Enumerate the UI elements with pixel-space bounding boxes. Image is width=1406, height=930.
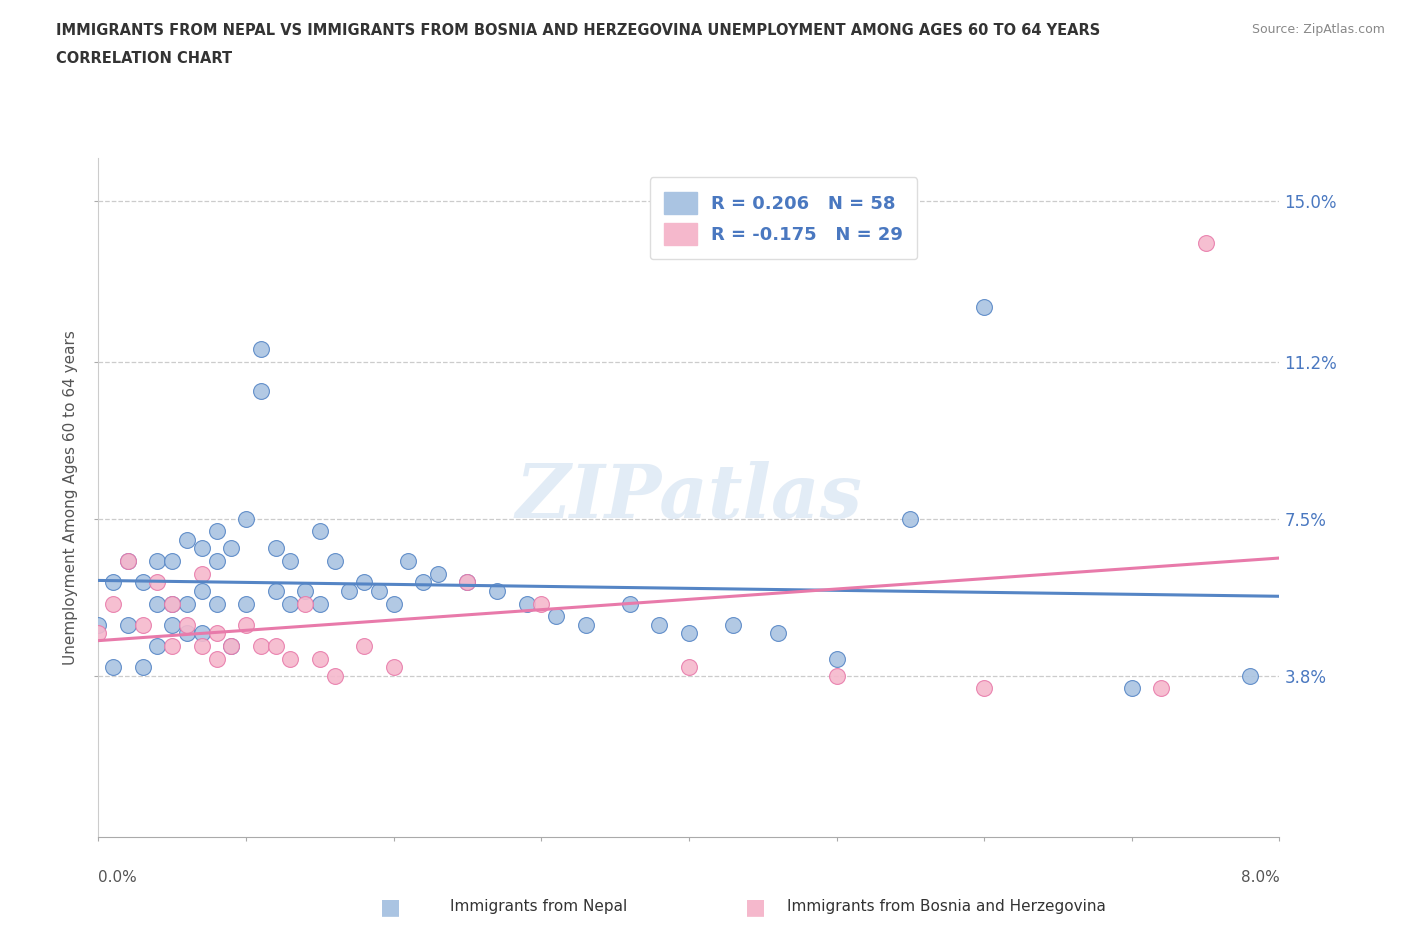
- Point: [191, 566, 214, 581]
- Point: [117, 618, 139, 632]
- Point: [162, 596, 183, 611]
- Point: [205, 596, 228, 611]
- Point: [574, 618, 596, 632]
- Point: [191, 626, 214, 641]
- Point: [191, 541, 214, 556]
- Point: [205, 553, 228, 568]
- Point: [323, 669, 346, 684]
- Point: [530, 596, 553, 611]
- Point: [191, 583, 214, 598]
- Point: [278, 651, 302, 666]
- Point: [103, 660, 125, 675]
- Text: Source: ZipAtlas.com: Source: ZipAtlas.com: [1251, 23, 1385, 36]
- Point: [337, 583, 360, 598]
- Point: [117, 553, 139, 568]
- Point: [353, 575, 375, 590]
- Point: [132, 660, 155, 675]
- Point: [87, 626, 110, 641]
- Point: [382, 660, 405, 675]
- Point: [308, 596, 332, 611]
- Text: Immigrants from Bosnia and Herzegovina: Immigrants from Bosnia and Herzegovina: [787, 899, 1107, 914]
- Point: [205, 626, 228, 641]
- Point: [103, 596, 125, 611]
- Point: [353, 639, 375, 654]
- Point: [426, 566, 449, 581]
- Point: [678, 660, 700, 675]
- Point: [825, 669, 848, 684]
- Point: [973, 299, 995, 314]
- Legend: R = 0.206   N = 58, R = -0.175   N = 29: R = 0.206 N = 58, R = -0.175 N = 29: [650, 178, 917, 259]
- Point: [648, 618, 671, 632]
- Point: [250, 639, 273, 654]
- Point: [87, 618, 110, 632]
- Point: [250, 341, 273, 356]
- Point: [146, 639, 169, 654]
- Point: [721, 618, 744, 632]
- Point: [132, 575, 155, 590]
- Text: IMMIGRANTS FROM NEPAL VS IMMIGRANTS FROM BOSNIA AND HERZEGOVINA UNEMPLOYMENT AMO: IMMIGRANTS FROM NEPAL VS IMMIGRANTS FROM…: [56, 23, 1101, 38]
- Point: [1194, 235, 1216, 250]
- Point: [146, 553, 169, 568]
- Point: [766, 626, 789, 641]
- Point: [162, 618, 183, 632]
- Text: ■: ■: [745, 897, 766, 917]
- Point: [191, 639, 214, 654]
- Point: [176, 533, 198, 548]
- Point: [323, 553, 346, 568]
- Point: [176, 626, 198, 641]
- Point: [619, 596, 641, 611]
- Point: [176, 596, 198, 611]
- Point: [264, 541, 287, 556]
- Point: [308, 525, 332, 539]
- Point: [900, 512, 922, 526]
- Point: [205, 651, 228, 666]
- Point: [146, 575, 169, 590]
- Point: [235, 618, 257, 632]
- Y-axis label: Unemployment Among Ages 60 to 64 years: Unemployment Among Ages 60 to 64 years: [63, 330, 79, 665]
- Point: [973, 681, 995, 696]
- Point: [146, 596, 169, 611]
- Point: [219, 541, 242, 556]
- Point: [162, 553, 183, 568]
- Point: [294, 596, 316, 611]
- Point: [132, 618, 155, 632]
- Text: Immigrants from Nepal: Immigrants from Nepal: [450, 899, 627, 914]
- Point: [456, 575, 478, 590]
- Text: 8.0%: 8.0%: [1240, 870, 1279, 884]
- Text: 0.0%: 0.0%: [98, 870, 138, 884]
- Point: [176, 618, 198, 632]
- Point: [264, 583, 287, 598]
- Point: [382, 596, 405, 611]
- Point: [205, 525, 228, 539]
- Point: [294, 583, 316, 598]
- Point: [117, 553, 139, 568]
- Point: [1239, 669, 1261, 684]
- Point: [546, 609, 568, 624]
- Text: ZIPatlas: ZIPatlas: [516, 461, 862, 534]
- Point: [219, 639, 242, 654]
- Text: ■: ■: [380, 897, 401, 917]
- Point: [235, 596, 257, 611]
- Point: [264, 639, 287, 654]
- Point: [1121, 681, 1143, 696]
- Point: [162, 596, 183, 611]
- Point: [1150, 681, 1173, 696]
- Point: [250, 384, 273, 399]
- Point: [367, 583, 389, 598]
- Point: [162, 639, 183, 654]
- Text: CORRELATION CHART: CORRELATION CHART: [56, 51, 232, 66]
- Point: [278, 553, 302, 568]
- Point: [678, 626, 700, 641]
- Point: [103, 575, 125, 590]
- Point: [219, 639, 242, 654]
- Point: [278, 596, 302, 611]
- Point: [412, 575, 434, 590]
- Point: [308, 651, 332, 666]
- Point: [456, 575, 478, 590]
- Point: [515, 596, 537, 611]
- Point: [235, 512, 257, 526]
- Point: [396, 553, 419, 568]
- Point: [825, 651, 848, 666]
- Point: [485, 583, 508, 598]
